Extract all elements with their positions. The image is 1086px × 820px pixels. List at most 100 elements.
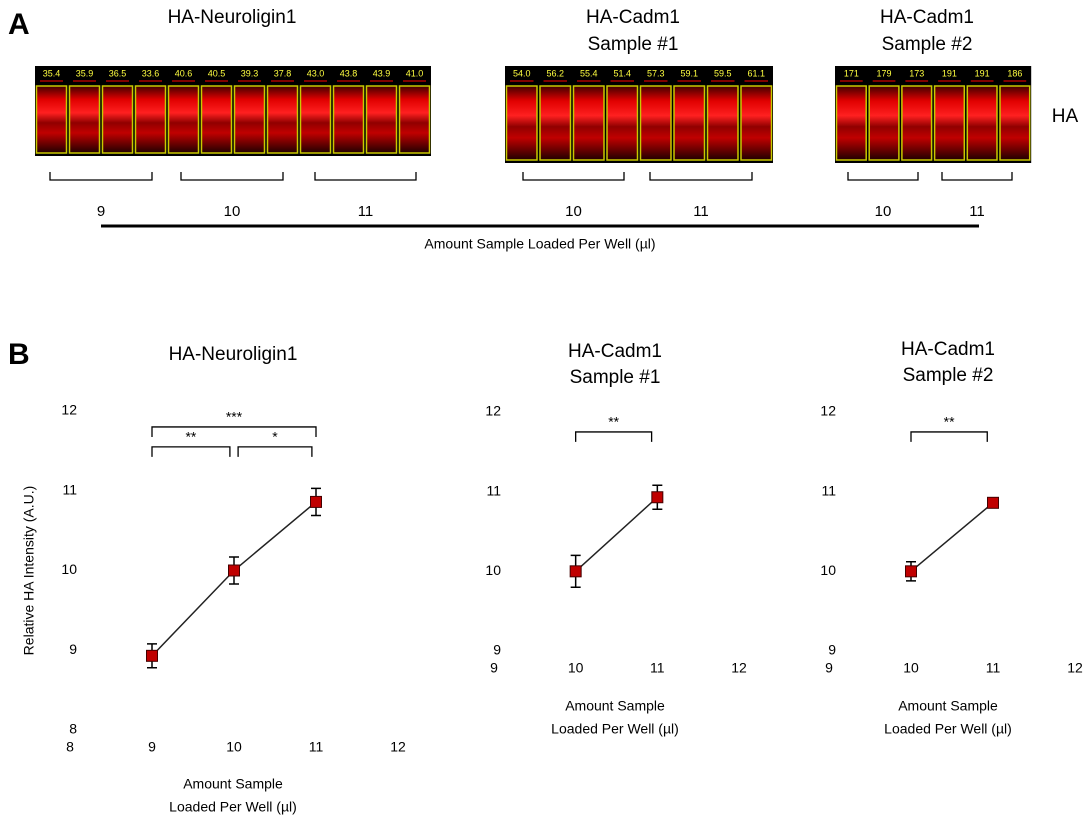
lane (673, 85, 706, 161)
y-tick-label: 9 (828, 642, 836, 658)
lane (233, 85, 266, 154)
lane-value: 191 (975, 68, 990, 78)
lane-value: 43.9 (373, 68, 391, 78)
lane-value: 191 (942, 68, 957, 78)
lane (35, 85, 68, 154)
chart-title: HA-Cadm1 (568, 341, 662, 362)
lane (901, 85, 933, 161)
significance-label: ** (944, 414, 955, 430)
lane (706, 85, 739, 161)
x-tick-label: 12 (731, 660, 747, 676)
data-point (651, 491, 664, 504)
x-axis-label: Amount Sample (898, 698, 998, 714)
data-point (146, 649, 158, 662)
x-tick-label: 11 (986, 660, 1001, 676)
lane-value: 54.0 (513, 68, 531, 78)
y-tick-label: 11 (821, 482, 836, 498)
bracket-label: 10 (875, 203, 892, 220)
x-axis-label: Loaded Per Well (µl) (884, 721, 1012, 737)
lane (933, 85, 966, 161)
data-line (910, 502, 994, 572)
significance-label: *** (226, 409, 243, 425)
x-tick-label: 10 (903, 660, 919, 676)
lane-value: 33.6 (142, 68, 160, 78)
lane (134, 85, 167, 154)
x-tick-label: 9 (825, 660, 833, 676)
x-tick-label: 12 (390, 739, 406, 755)
lane-value: 43.8 (340, 68, 358, 78)
lane-value: 61.1 (747, 68, 765, 78)
row-label: HA (1052, 106, 1079, 127)
data-line (575, 496, 658, 572)
y-tick-label: 8 (69, 721, 77, 737)
lane (539, 85, 572, 161)
bracket-label: 10 (224, 203, 241, 220)
lane-value: 37.8 (274, 68, 292, 78)
lane (868, 85, 900, 161)
lane (740, 85, 773, 161)
lane-value: 57.3 (647, 68, 665, 78)
lane (266, 85, 299, 154)
lane-value: 36.5 (109, 68, 127, 78)
x-tick-label: 8 (66, 739, 74, 755)
lane-value: 59.5 (714, 68, 732, 78)
bracket-label: 11 (693, 203, 709, 220)
significance-bracket (910, 431, 988, 442)
lane (68, 85, 101, 154)
x-tick-label: 9 (148, 739, 156, 755)
x-tick-label: 11 (650, 660, 665, 676)
blot-header (35, 66, 431, 83)
lane (365, 85, 398, 154)
blot-header (835, 66, 1032, 83)
bracket (941, 172, 1013, 181)
y-tick-label: 12 (485, 403, 501, 419)
blot-title: Sample #2 (882, 34, 973, 55)
significance-bracket (151, 446, 231, 457)
chart-title: Sample #2 (903, 365, 994, 386)
bracket-label: 10 (565, 203, 582, 220)
blot-frame (35, 83, 431, 156)
lane-value: 59.1 (680, 68, 698, 78)
lane (398, 85, 431, 154)
blot-frame (835, 83, 1032, 163)
lane (572, 85, 605, 161)
lane (966, 85, 998, 161)
lane (200, 85, 233, 154)
significance-bracket (237, 446, 313, 457)
lane-value: 186 (1007, 68, 1022, 78)
x-tick-label: 12 (1067, 660, 1083, 676)
lane-value: 171 (844, 68, 859, 78)
y-tick-label: 9 (69, 641, 77, 657)
x-tick-label: 10 (226, 739, 242, 755)
significance-label: ** (185, 429, 196, 445)
bracket-label: 11 (969, 203, 985, 220)
significance-label: ** (608, 414, 619, 430)
data-point (987, 496, 999, 509)
bracket (847, 172, 919, 181)
significance-bracket (151, 426, 317, 437)
data-point (905, 565, 917, 578)
significance-label: * (272, 429, 278, 445)
lane-value: 55.4 (580, 68, 598, 78)
x-tick-label: 9 (490, 660, 498, 676)
lane-value: 43.0 (307, 68, 325, 78)
lane-value: 41.0 (406, 68, 424, 78)
y-tick-label: 10 (61, 561, 77, 577)
y-axis-label: Relative HA Intensity (A.U.) (21, 486, 37, 656)
lane (332, 85, 365, 154)
y-tick-label: 11 (486, 482, 501, 498)
x-tick-label: 10 (568, 660, 584, 676)
x-axis-label: Loaded Per Well (µl) (551, 721, 679, 737)
y-tick-label: 12 (820, 403, 836, 419)
x-axis-label: Amount Sample (183, 776, 283, 792)
blot-title: Sample #1 (588, 34, 679, 55)
bracket (314, 172, 417, 181)
lane-value: 40.6 (175, 68, 193, 78)
lane (999, 85, 1031, 161)
y-tick-label: 10 (820, 562, 836, 578)
lane-value: 35.9 (76, 68, 94, 78)
chart-title: Sample #1 (570, 367, 661, 388)
lane-value: 40.5 (208, 68, 226, 78)
lane (299, 85, 332, 154)
